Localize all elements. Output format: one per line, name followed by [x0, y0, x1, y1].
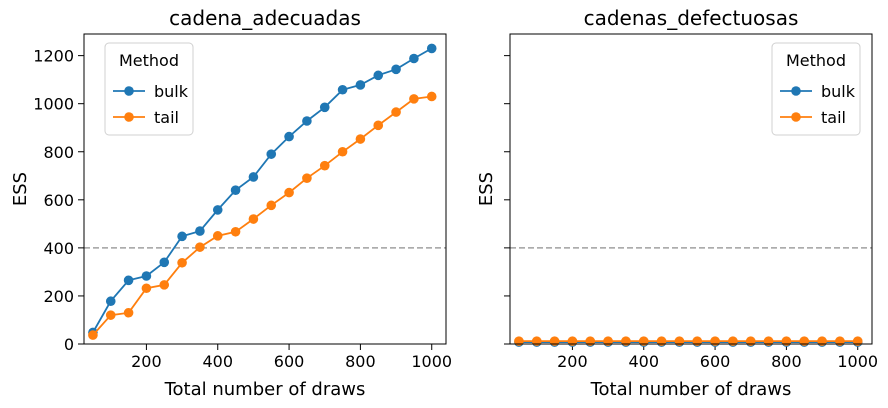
- legend-swatch-marker: [791, 86, 801, 96]
- legend-label: tail: [821, 108, 846, 127]
- data-point-bulk: [177, 231, 187, 242]
- data-point-tail: [337, 146, 348, 157]
- y-tick-label: 1000: [33, 95, 74, 114]
- data-point-tail: [302, 173, 312, 183]
- chart-title: cadenas_defectuosas: [584, 6, 799, 30]
- data-point-tail: [248, 214, 259, 224]
- legend-label: bulk: [154, 82, 189, 101]
- data-point-bulk: [302, 116, 312, 126]
- data-point-bulk: [230, 185, 241, 196]
- x-tick-label: 1000: [411, 352, 452, 371]
- legend-label: bulk: [821, 82, 856, 101]
- data-point-bulk: [141, 271, 152, 281]
- x-tick-label: 400: [628, 352, 659, 371]
- data-point-bulk: [373, 70, 384, 81]
- y-tick-label: 400: [43, 239, 74, 258]
- legend-title: Method: [786, 51, 846, 70]
- data-point-tail: [141, 283, 152, 294]
- data-point-tail: [391, 107, 401, 117]
- series-bulk: [514, 337, 863, 347]
- y-tick-label: 800: [43, 143, 74, 162]
- legend: Method bulk tail: [771, 42, 861, 136]
- data-point-bulk: [409, 53, 419, 64]
- data-point-bulk: [319, 102, 330, 113]
- data-point-bulk: [391, 64, 401, 75]
- data-point-bulk: [123, 275, 134, 286]
- data-point-tail: [105, 310, 116, 320]
- data-point-tail: [123, 307, 134, 318]
- data-point-tail: [195, 242, 205, 252]
- data-point-bulk: [426, 43, 437, 54]
- data-point-bulk: [355, 80, 366, 90]
- panel-2: cadenas_defectuosas 200 400 600 800 1000 Total…: [476, 6, 878, 400]
- data-point-tail: [266, 200, 277, 211]
- axes-frame: [509, 33, 873, 345]
- legend-label: tail: [154, 108, 179, 127]
- data-point-tail: [426, 91, 437, 102]
- data-point-bulk: [212, 205, 223, 215]
- data-point-tail: [373, 120, 384, 131]
- y-axis-label: ESS: [476, 172, 497, 206]
- data-point-bulk: [337, 84, 348, 95]
- chart-title: cadena_adecuadas: [169, 6, 361, 30]
- data-point-bulk: [266, 149, 277, 159]
- y-tick-label: 0: [64, 335, 74, 354]
- data-point-tail: [409, 94, 419, 104]
- y-axis-label: ESS: [10, 172, 31, 206]
- data-point-bulk: [284, 131, 294, 142]
- data-point-tail: [355, 134, 366, 144]
- x-axis-label: Total number of draws: [164, 379, 366, 400]
- data-point-bulk: [195, 226, 205, 236]
- x-tick-label: 1000: [837, 352, 878, 371]
- x-tick-label: 200: [557, 352, 588, 371]
- axes-frame: [83, 33, 447, 345]
- legend-swatch-marker: [791, 112, 801, 122]
- legend-title: Method: [119, 51, 179, 70]
- y-tick-label: 1200: [33, 47, 74, 66]
- x-tick-label: 800: [345, 352, 376, 371]
- legend-box: [104, 42, 194, 136]
- x-tick-label: 200: [131, 352, 162, 371]
- x-tick-label: 800: [771, 352, 802, 371]
- legend-swatch-marker: [124, 86, 134, 96]
- x-axis-label: Total number of draws: [590, 379, 792, 400]
- y-tick-label: 200: [43, 287, 74, 306]
- legend: Method bulk tail: [104, 42, 194, 136]
- y-tick-label: 600: [43, 191, 74, 210]
- panel-1: cadena_adecuadas 0 200 400 600 800 1000 1200 200…: [10, 6, 452, 400]
- data-point-tail: [230, 226, 241, 237]
- x-tick-label: 400: [202, 352, 233, 371]
- x-tick-label: 600: [274, 352, 305, 371]
- legend-swatch-marker: [124, 112, 134, 122]
- series-tail: [88, 91, 437, 340]
- data-point-tail: [159, 280, 170, 290]
- data-point-tail: [212, 231, 223, 241]
- data-point-tail: [284, 187, 294, 198]
- data-point-tail: [88, 330, 98, 340]
- data-point-bulk: [248, 172, 259, 182]
- data-point-bulk: [159, 257, 170, 268]
- data-point-tail: [177, 257, 187, 268]
- legend-box: [771, 42, 861, 136]
- x-tick-label: 600: [700, 352, 731, 371]
- data-point-bulk: [105, 296, 116, 307]
- data-point-tail: [319, 160, 330, 171]
